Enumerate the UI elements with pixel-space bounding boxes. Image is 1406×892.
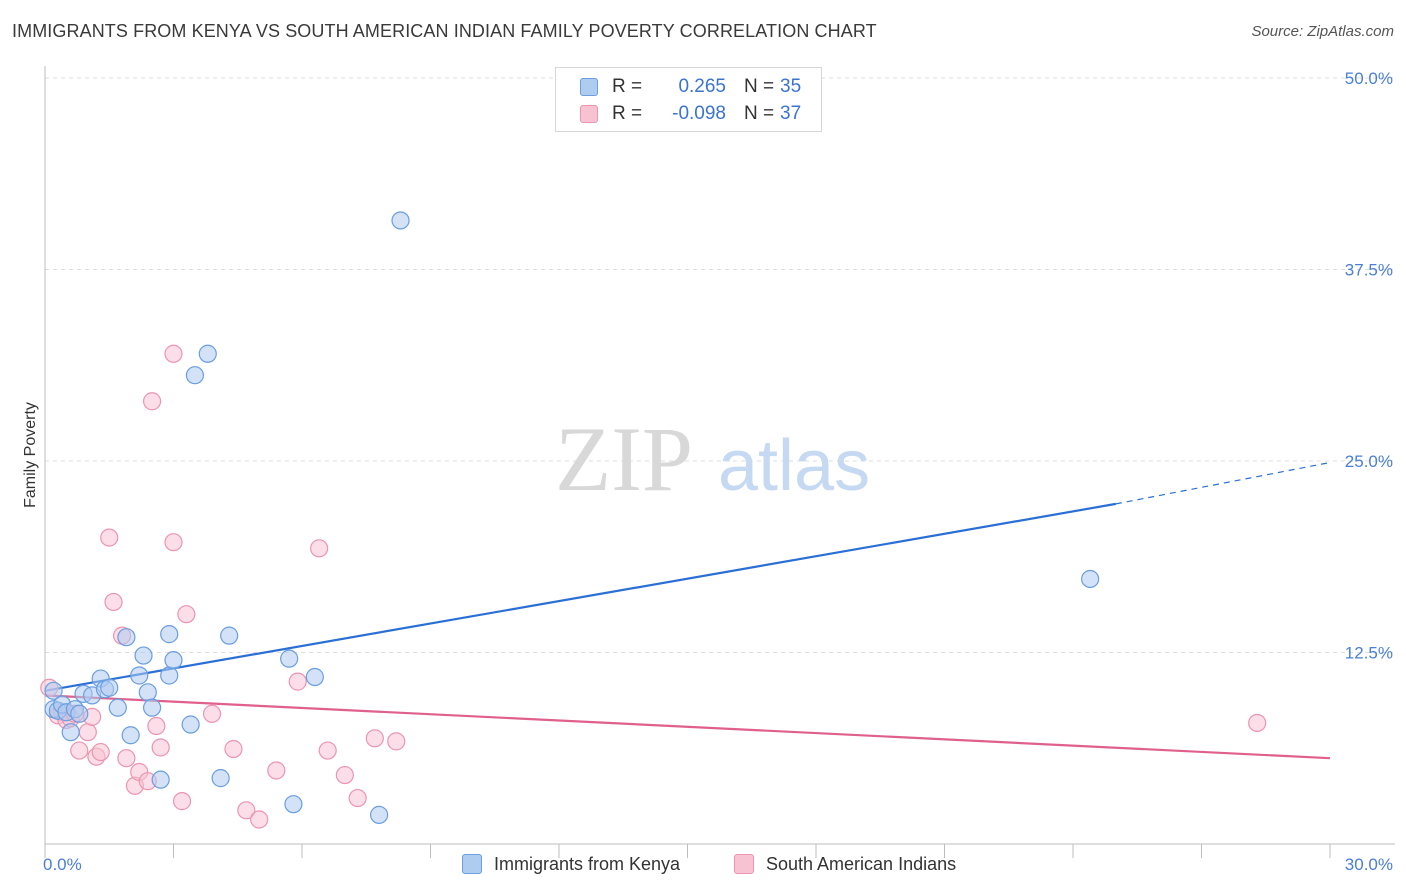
legend-r-label: R = — [612, 103, 643, 124]
legend-swatch-kenya — [580, 78, 598, 96]
x-tick-label: 30.0% — [1345, 855, 1393, 874]
sai-point — [250, 810, 269, 829]
y-axis-label: Family Poverty — [22, 402, 39, 508]
kenya-trend-extension — [1115, 461, 1331, 505]
sai-point — [318, 741, 337, 760]
bottom-legend-swatch-kenya — [462, 854, 482, 874]
sai-point — [267, 761, 286, 780]
watermark-zip: ZIP — [555, 408, 693, 510]
kenya-point — [70, 704, 89, 723]
legend-n-value: 37 — [780, 103, 802, 124]
sai-point — [164, 533, 183, 552]
sai-point — [365, 729, 384, 748]
sai-point — [142, 392, 162, 411]
kenya-point — [185, 366, 205, 385]
sai-point — [104, 592, 123, 612]
kenya-point — [142, 698, 162, 717]
legend-r-value: -0.098 — [672, 103, 726, 124]
sai-point — [147, 716, 166, 736]
kenya-point — [164, 651, 183, 670]
legend-swatch-sai — [580, 105, 598, 123]
kenya-point — [1081, 569, 1100, 589]
kenya-point — [100, 678, 119, 697]
x-tick-label: 0.0% — [43, 855, 82, 874]
y-tick-label: 37.5% — [1345, 261, 1393, 280]
bottom-legend-label-sai: South American Indians — [766, 853, 957, 874]
sai-point — [164, 344, 183, 363]
sai-point — [335, 765, 354, 785]
data-points — [40, 211, 1267, 829]
sai-point — [288, 672, 307, 691]
bottom-legend-kenya: Immigrants from Kenya — [462, 852, 680, 876]
kenya-point — [391, 211, 410, 230]
sai-point — [224, 739, 243, 759]
sai-point — [100, 528, 119, 547]
kenya-point — [284, 795, 303, 814]
source-label: Source: ZipAtlas.com — [1251, 23, 1394, 40]
kenya-point — [108, 698, 127, 717]
sai-point — [237, 801, 256, 820]
kenya-point — [211, 769, 230, 788]
kenya-point — [130, 666, 149, 685]
sai-trend-line — [44, 694, 1331, 760]
chart-title: IMMIGRANTS FROM KENYA VS SOUTH AMERICAN … — [12, 21, 877, 41]
bottom-legend-label-kenya: Immigrants from Kenya — [494, 853, 681, 874]
legend-r-label: R = — [612, 76, 643, 97]
kenya-point — [160, 625, 179, 644]
sai-point — [202, 704, 222, 723]
sai-point — [172, 792, 192, 811]
tick-labels: 12.5% 25.0% 37.5% 50.0% 0.0% 30.0% — [43, 69, 1393, 874]
sai-point — [78, 723, 97, 742]
kenya-point — [134, 646, 153, 665]
sai-point — [387, 732, 406, 751]
watermark: ZIP atlas — [555, 408, 870, 510]
correlation-legend: R = 0.265 N = 35 R = -0.098 N = 37 — [555, 67, 822, 132]
kenya-point — [198, 344, 217, 363]
bottom-legend-swatch-sai — [734, 854, 754, 874]
bottom-legend-sai: South American Indians — [734, 852, 956, 876]
kenya-point — [370, 805, 389, 824]
legend-r-value: 0.265 — [678, 76, 726, 97]
sai-point — [70, 741, 89, 760]
y-tick-label: 25.0% — [1345, 452, 1393, 471]
legend-n-label: N = — [744, 103, 775, 124]
sai-point — [177, 605, 196, 624]
sai-point — [348, 788, 367, 808]
sai-point — [91, 742, 110, 762]
trend-lines — [44, 461, 1331, 760]
kenya-point — [44, 681, 63, 700]
kenya-point — [305, 667, 324, 687]
legend-n-label: N = — [744, 76, 775, 97]
legend-row-sai: R = -0.098 N = 37 — [580, 101, 801, 127]
kenya-point — [138, 683, 157, 702]
sai-point — [310, 539, 329, 558]
grid-lines — [45, 77, 1395, 653]
kenya-point — [121, 726, 140, 745]
kenya-point — [61, 723, 80, 742]
sai-point — [151, 738, 170, 757]
legend-row-kenya: R = 0.265 N = 35 — [580, 74, 801, 100]
kenya-point — [280, 649, 299, 668]
axes — [44, 66, 1395, 858]
sai-point — [117, 749, 136, 768]
sai-point — [1248, 713, 1267, 733]
watermark-atlas: atlas — [718, 426, 870, 506]
y-tick-label: 12.5% — [1345, 644, 1393, 663]
kenya-point — [151, 770, 170, 789]
kenya-trend-line — [44, 502, 1117, 692]
kenya-point — [181, 715, 200, 734]
kenya-point — [160, 666, 179, 685]
kenya-point — [220, 626, 239, 645]
y-tick-label: 50.0% — [1345, 69, 1393, 88]
legend-n-value: 35 — [780, 76, 802, 97]
kenya-point — [117, 628, 136, 647]
